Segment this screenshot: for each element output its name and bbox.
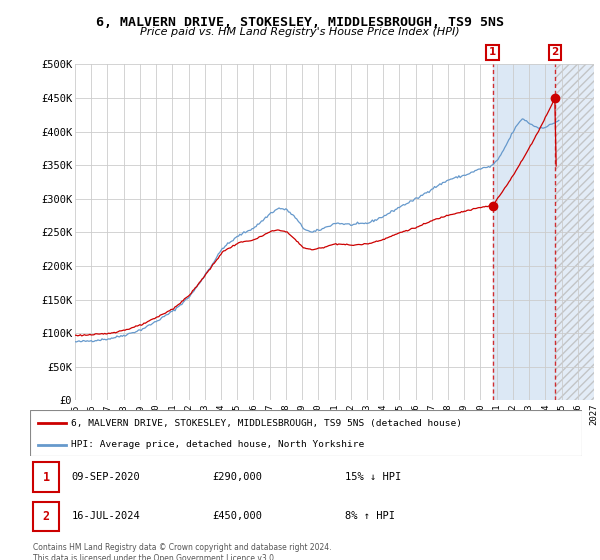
Bar [493, 64, 555, 400]
Text: Price paid vs. HM Land Registry's House Price Index (HPI): Price paid vs. HM Land Registry's House … [140, 27, 460, 37]
Text: 15% ↓ HPI: 15% ↓ HPI [344, 472, 401, 482]
Text: £450,000: £450,000 [212, 511, 262, 521]
Text: Contains HM Land Registry data © Crown copyright and database right 2024.
This d: Contains HM Land Registry data © Crown c… [33, 543, 331, 560]
FancyBboxPatch shape [33, 502, 59, 531]
Text: 2: 2 [551, 48, 559, 58]
Bar [555, 64, 594, 400]
Text: 6, MALVERN DRIVE, STOKESLEY, MIDDLESBROUGH, TS9 5NS: 6, MALVERN DRIVE, STOKESLEY, MIDDLESBROU… [96, 16, 504, 29]
Text: 09-SEP-2020: 09-SEP-2020 [71, 472, 140, 482]
Text: 16-JUL-2024: 16-JUL-2024 [71, 511, 140, 521]
Text: 6, MALVERN DRIVE, STOKESLEY, MIDDLESBROUGH, TS9 5NS (detached house): 6, MALVERN DRIVE, STOKESLEY, MIDDLESBROU… [71, 419, 463, 428]
FancyBboxPatch shape [33, 463, 59, 492]
Text: 1: 1 [43, 471, 50, 484]
FancyBboxPatch shape [30, 410, 582, 456]
Text: £290,000: £290,000 [212, 472, 262, 482]
Text: 1: 1 [489, 48, 496, 58]
Text: 2: 2 [43, 510, 50, 523]
Text: HPI: Average price, detached house, North Yorkshire: HPI: Average price, detached house, Nort… [71, 440, 365, 450]
Text: 8% ↑ HPI: 8% ↑ HPI [344, 511, 395, 521]
